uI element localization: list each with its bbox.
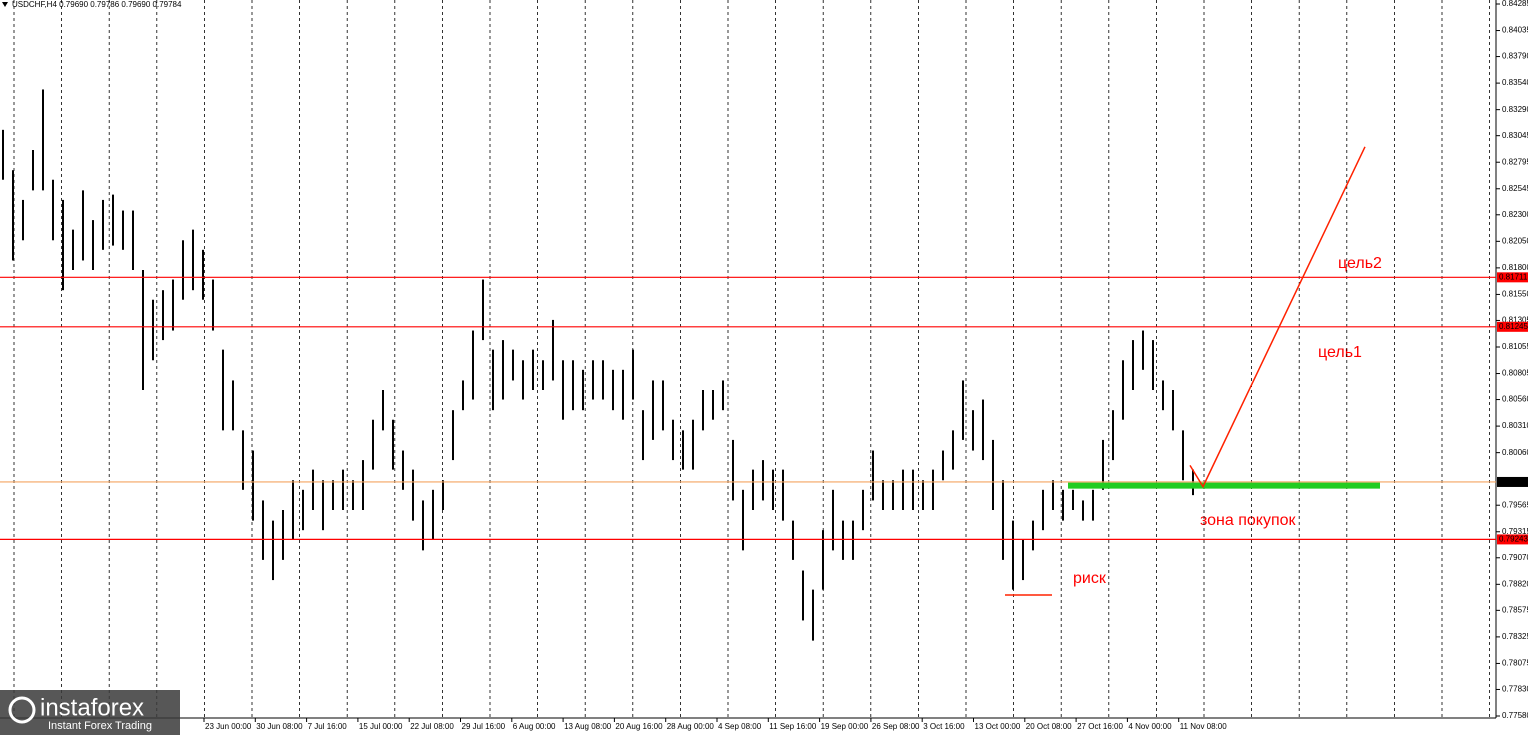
y-tick-label: 0.84035 [1502, 26, 1528, 35]
x-tick-label: 22 Jul 08:00 [410, 722, 454, 731]
y-tick-label: 0.78075 [1502, 659, 1528, 668]
x-tick-label: 3 Oct 16:00 [923, 722, 965, 731]
x-tick-label: 20 Oct 08:00 [1026, 722, 1072, 731]
x-tick-label: 11 Sep 16:00 [769, 722, 817, 731]
x-tick-label: 29 Jul 16:00 [462, 722, 506, 731]
x-tick-label: 7 Jul 16:00 [308, 722, 348, 731]
y-tick-label: 0.82545 [1502, 184, 1528, 193]
x-tick-label: 26 Sep 08:00 [872, 722, 920, 731]
x-tick-label: 23 Jun 00:00 [205, 722, 252, 731]
level-label: 0.81245 [1499, 322, 1528, 331]
header: USDCHF,H4 0.79690 0.79786 0.79690 0.7978… [12, 0, 182, 9]
y-tick-label: 0.81055 [1502, 342, 1528, 351]
level-label-box [1497, 321, 1528, 332]
annotation: цель2 [1338, 255, 1382, 272]
level-label: 0.79784 [1499, 477, 1528, 486]
y-tick-label: 0.80805 [1502, 369, 1528, 378]
logo-background [0, 690, 180, 735]
x-tick-label: 28 Aug 00:00 [667, 722, 715, 731]
logo-icon [8, 696, 36, 724]
x-tick-label: 27 Oct 16:00 [1077, 722, 1123, 731]
x-tick-label: 6 Aug 00:00 [513, 722, 556, 731]
y-tick-label: 0.77580 [1502, 711, 1528, 720]
y-tick-label: 0.78325 [1502, 632, 1528, 641]
level-label-box [1497, 534, 1528, 545]
level-label: 0.81711 [1499, 272, 1528, 281]
y-tick-label: 0.79565 [1502, 500, 1528, 509]
annotation: зона покупок [1200, 512, 1297, 529]
y-tick-label: 0.83045 [1502, 131, 1528, 140]
annotation: риск [1073, 570, 1107, 587]
y-tick-label: 0.81305 [1502, 316, 1528, 325]
level-label: 0.79243 [1499, 535, 1528, 544]
y-tick-label: 0.84285 [1502, 0, 1528, 8]
logo: instaforex Instant Forex Trading [0, 690, 180, 735]
x-tick-label: 13 Aug 08:00 [564, 722, 612, 731]
x-tick-label: 20 Aug 16:00 [615, 722, 663, 731]
x-tick-label: 13 Oct 00:00 [975, 722, 1021, 731]
annotation: цель1 [1318, 344, 1362, 361]
level-label-box [1497, 272, 1528, 283]
logo-tagline: Instant Forex Trading [48, 720, 152, 732]
y-tick-label: 0.82795 [1502, 157, 1528, 166]
header-arrow [2, 2, 8, 7]
y-tick-label: 0.78575 [1502, 605, 1528, 614]
level-label-box [1497, 476, 1528, 487]
x-tick-label: 30 Jun 08:00 [256, 722, 303, 731]
y-tick-label: 0.79315 [1502, 527, 1528, 536]
trend-line [1189, 146, 1366, 489]
x-tick-label: 15 Jul 00:00 [359, 722, 403, 731]
x-tick-label: 19 Sep 00:00 [821, 722, 869, 731]
x-tick-label: 4 Nov 00:00 [1128, 722, 1172, 731]
x-tick-label: 11 Nov 08:00 [1180, 722, 1228, 731]
x-tick-label: 4 Sep 08:00 [718, 722, 762, 731]
logo-brand: instaforex [40, 694, 144, 721]
